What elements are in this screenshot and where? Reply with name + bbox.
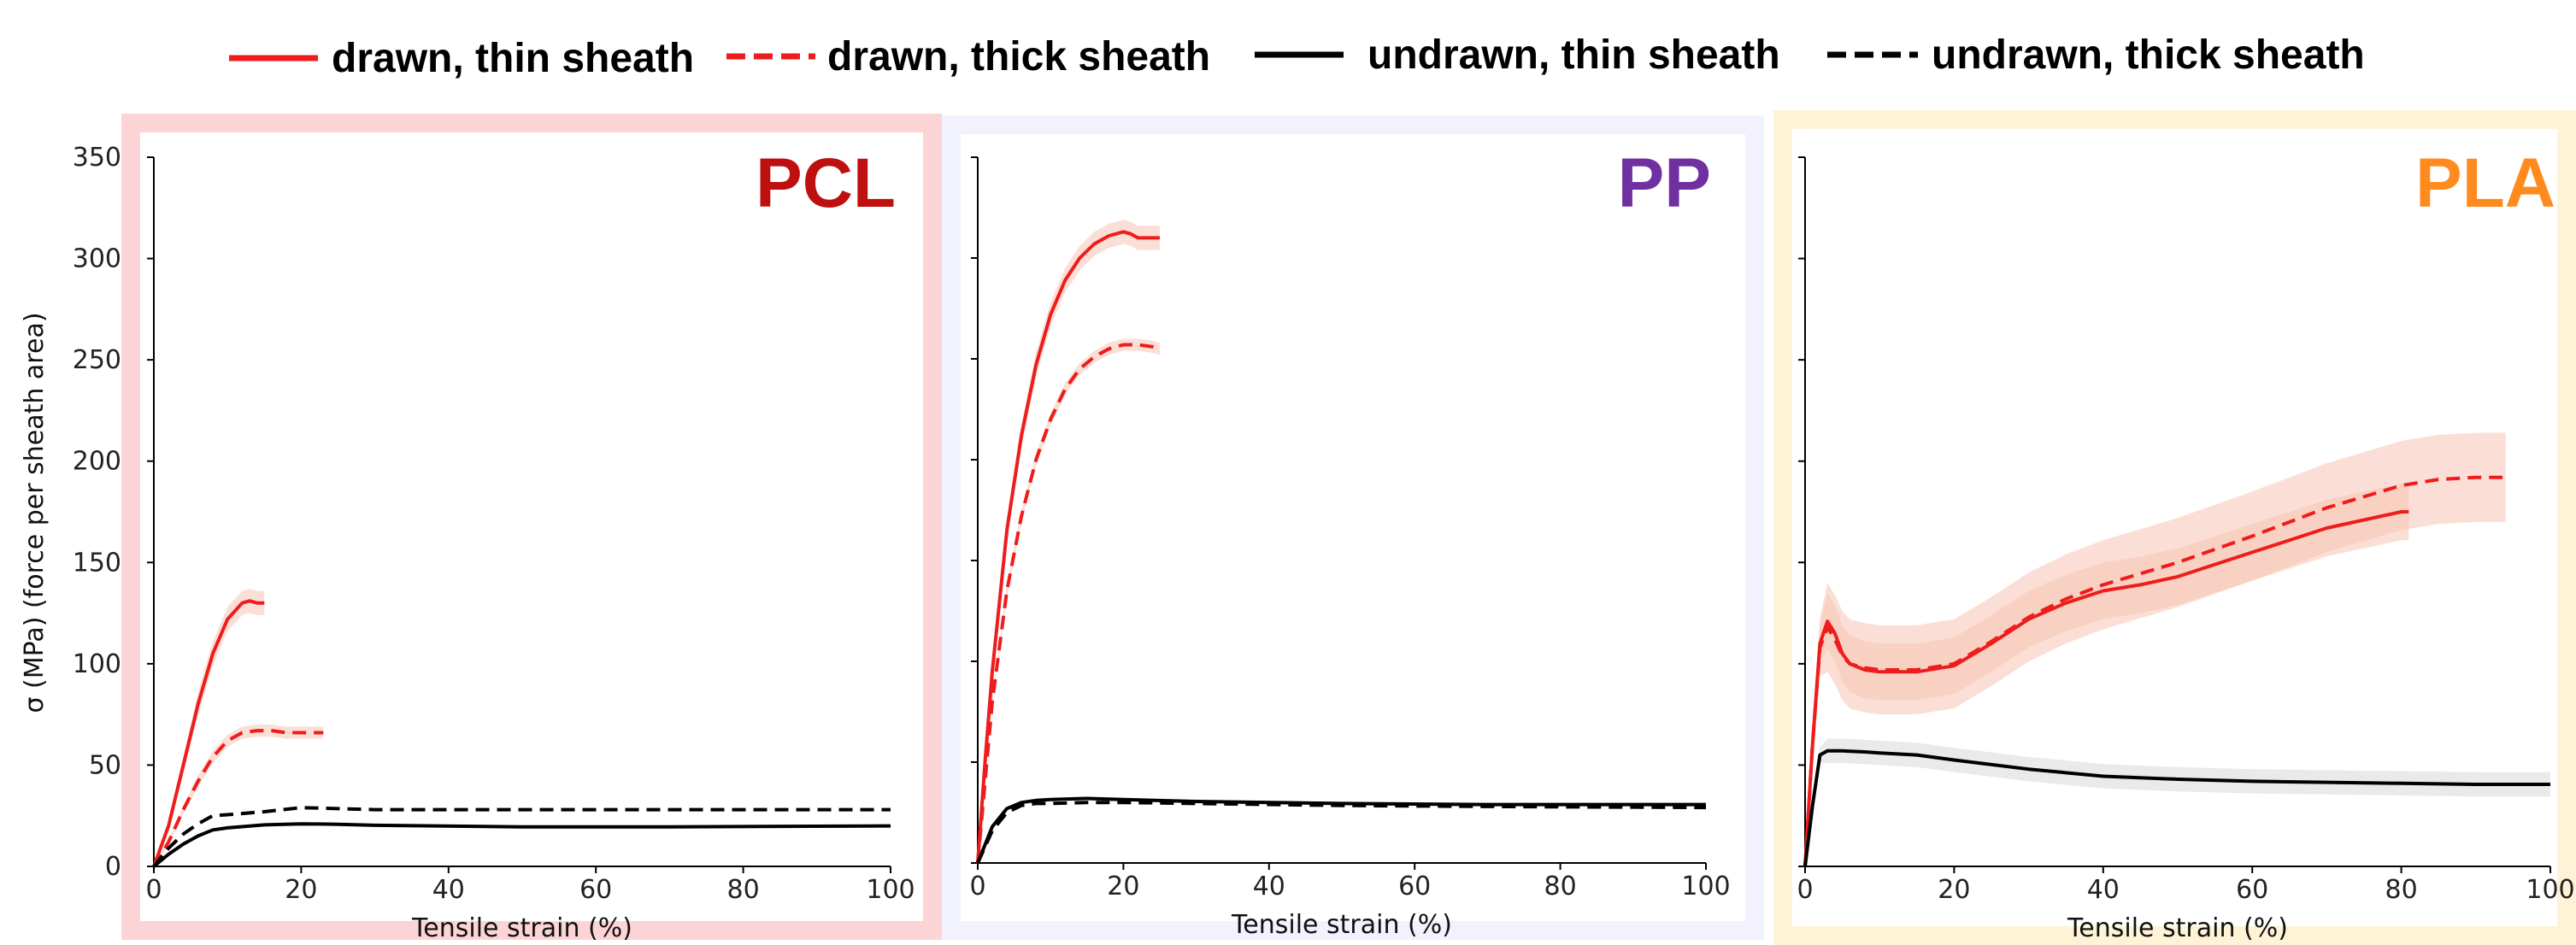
y-tick-label-pcl: 200 xyxy=(73,447,121,477)
x-tick-label-pla: 60 xyxy=(2236,875,2268,905)
y-tick-label-pcl: 150 xyxy=(73,548,121,578)
series-pp-undrawn-thin-sheath xyxy=(976,796,1706,864)
x-tick-label-pla: 40 xyxy=(2087,875,2120,905)
panel-frame-pcl xyxy=(121,114,942,940)
x-tick-label-pp: 0 xyxy=(969,872,985,901)
legend-label-drawn-thick: drawn, thick sheath xyxy=(827,34,1210,79)
panel-title-pcl: PCL xyxy=(756,144,896,222)
panel-title-pp: PP xyxy=(1618,144,1711,222)
x-tick-label-pp: 60 xyxy=(1398,872,1431,901)
y-tick-label-pcl: 300 xyxy=(73,244,121,274)
legend-entry-undrawn-thin: undrawn, thin sheath xyxy=(1255,32,1780,78)
series-pcl-drawn-thick-sheath xyxy=(152,729,324,868)
panel-pla: 0 20 40 60 80 100 Tensile strain (%) PLA xyxy=(1773,110,2576,945)
series-pla-undrawn-thin-sheath xyxy=(1803,748,2550,867)
legend-entry-drawn-thick: drawn, thick sheath xyxy=(726,34,1210,79)
x-tick-label-pcl: 80 xyxy=(727,875,760,905)
panel-pp: 0 20 40 60 80 100 Tensile strain (%) PP xyxy=(942,115,1764,940)
x-tick-label-pp: 40 xyxy=(1253,872,1285,901)
y-axis-label: σ (MPa) (force per sheath area) xyxy=(20,312,50,713)
x-tick-label-pp: 20 xyxy=(1107,872,1139,901)
legend-label-undrawn-thick: undrawn, thick sheath xyxy=(1932,32,2365,78)
x-tick-label-pcl: 20 xyxy=(285,875,317,905)
x-axis-label-pcl: Tensile strain (%) xyxy=(411,913,632,943)
legend-label-undrawn-thin: undrawn, thin sheath xyxy=(1367,32,1780,78)
legend-entry-drawn-thin: drawn, thin sheath xyxy=(229,36,694,81)
band-pcl-drawn-thick-sheath xyxy=(154,725,324,866)
x-tick-label-pp: 80 xyxy=(1544,872,1577,901)
series-pla-drawn-thick-sheath xyxy=(1803,475,2506,867)
y-tick-label-pcl: 100 xyxy=(73,649,121,679)
series-pp-drawn-thin-sheath xyxy=(976,230,1160,864)
x-tick-label-pcl: 60 xyxy=(579,875,612,905)
series-pcl-undrawn-thick-sheath xyxy=(152,806,891,868)
legend: drawn, thin sheath drawn, thick sheath u… xyxy=(229,32,2365,81)
x-tick-label-pcl: 40 xyxy=(432,875,465,905)
legend-entry-undrawn-thick: undrawn, thick sheath xyxy=(1827,32,2365,78)
series-pla-drawn-thin-sheath xyxy=(1803,510,2409,867)
x-tick-label-pcl: 100 xyxy=(866,875,915,905)
panels: 0 20 40 60 80 100050100150200250300350Tensile… xyxy=(73,110,2576,945)
y-tick-label-pcl: 50 xyxy=(89,750,121,780)
x-axis-label-pp: Tensile strain (%) xyxy=(1231,910,1452,940)
y-tick-label-pcl: 0 xyxy=(105,852,121,882)
x-tick-label-pla: 80 xyxy=(2385,875,2418,905)
series-pp-drawn-thick-sheath xyxy=(976,343,1161,864)
band-pla-drawn-thick-sheath xyxy=(1805,432,2506,866)
y-tick-label-pcl: 250 xyxy=(73,345,121,375)
series-pp-undrawn-thick-sheath xyxy=(976,801,1707,864)
panel-pcl: 0 20 40 60 80 100 0 50 100 150 200 250 300 350 Tensile… xyxy=(73,114,942,943)
x-tick-label-pla: 100 xyxy=(2526,875,2574,905)
legend-label-drawn-thin: drawn, thin sheath xyxy=(332,36,694,81)
series-pcl-drawn-thin-sheath xyxy=(152,599,265,867)
band-pla-undrawn-thin-sheath xyxy=(1805,738,2550,866)
x-axis-label-pla: Tensile strain (%) xyxy=(2067,913,2288,943)
panel-title-pla: PLA xyxy=(2415,144,2555,222)
x-tick-label-pla: 20 xyxy=(1938,875,1970,905)
x-tick-label-pla: 0 xyxy=(1797,875,1813,905)
y-tick-label-pcl: 350 xyxy=(73,143,121,173)
panel-frame-pp xyxy=(942,115,1764,940)
series-pcl-undrawn-thin-sheath xyxy=(152,822,891,868)
x-tick-label-pcl: 0 xyxy=(145,875,162,905)
x-tick-label-pp: 100 xyxy=(1681,872,1730,901)
